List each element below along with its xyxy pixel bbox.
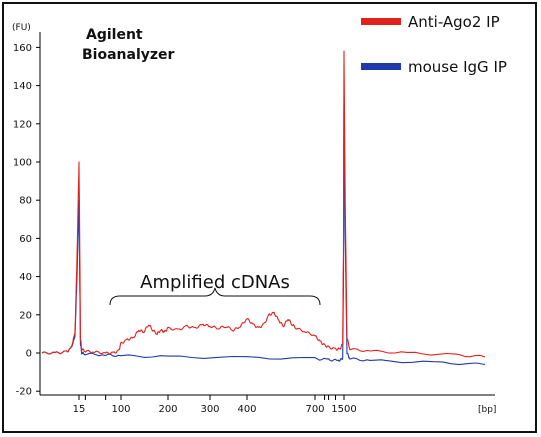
y-tick-label: 0 (26, 349, 32, 360)
annotation: Amplified cDNAs (109, 272, 321, 306)
y-tick-label: 160 (13, 43, 32, 54)
y-tick-label: 100 (13, 158, 32, 169)
series-line-mouse-igg (41, 104, 486, 366)
x-axis-ticks: 15 100 200 300 400 700 1500 (73, 395, 357, 415)
legend-label-anti-ago2: Anti-Ago2 IP (408, 13, 500, 31)
legend-label-mouse-igg: mouse IgG IP (408, 58, 507, 76)
x-tick-label: 700 (305, 404, 324, 415)
annotation-brace (109, 287, 321, 306)
x-tick-label: 15 (73, 404, 86, 415)
x-unit-label: [bp] (478, 405, 496, 415)
x-tick-label: 100 (111, 404, 130, 415)
x-tick-label: 400 (237, 404, 256, 415)
chart-frame (2, 2, 537, 433)
y-unit-label: (FU) (12, 23, 31, 33)
y-tick-label: 80 (19, 196, 32, 207)
x-tick-label: 1500 (331, 404, 356, 415)
y-tick-label: 40 (19, 272, 32, 283)
y-tick-label: 60 (19, 234, 32, 245)
legend: Anti-Ago2 IP mouse IgG IP (361, 13, 507, 76)
annotation-text: Amplified cDNAs (140, 272, 290, 293)
legend-swatch-anti-ago2 (361, 18, 401, 25)
axes (39, 32, 495, 396)
y-axis-ticks: -20 0 20 40 60 80 100 120 140 160 (13, 43, 40, 398)
chart-title-line-2: Bioanalyzer (82, 47, 175, 63)
x-tick-label: 200 (158, 404, 177, 415)
y-tick-label: 140 (13, 81, 32, 92)
x-tick-label: 300 (200, 404, 219, 415)
y-tick-label: 120 (13, 119, 32, 130)
series-lines (41, 50, 486, 366)
series-line-anti-ago2 (41, 50, 486, 358)
legend-swatch-mouse-igg (361, 63, 401, 70)
chart-title-line-1: Agilent (86, 27, 143, 43)
y-tick-label: -20 (16, 387, 32, 398)
y-tick-label: 20 (19, 310, 32, 321)
